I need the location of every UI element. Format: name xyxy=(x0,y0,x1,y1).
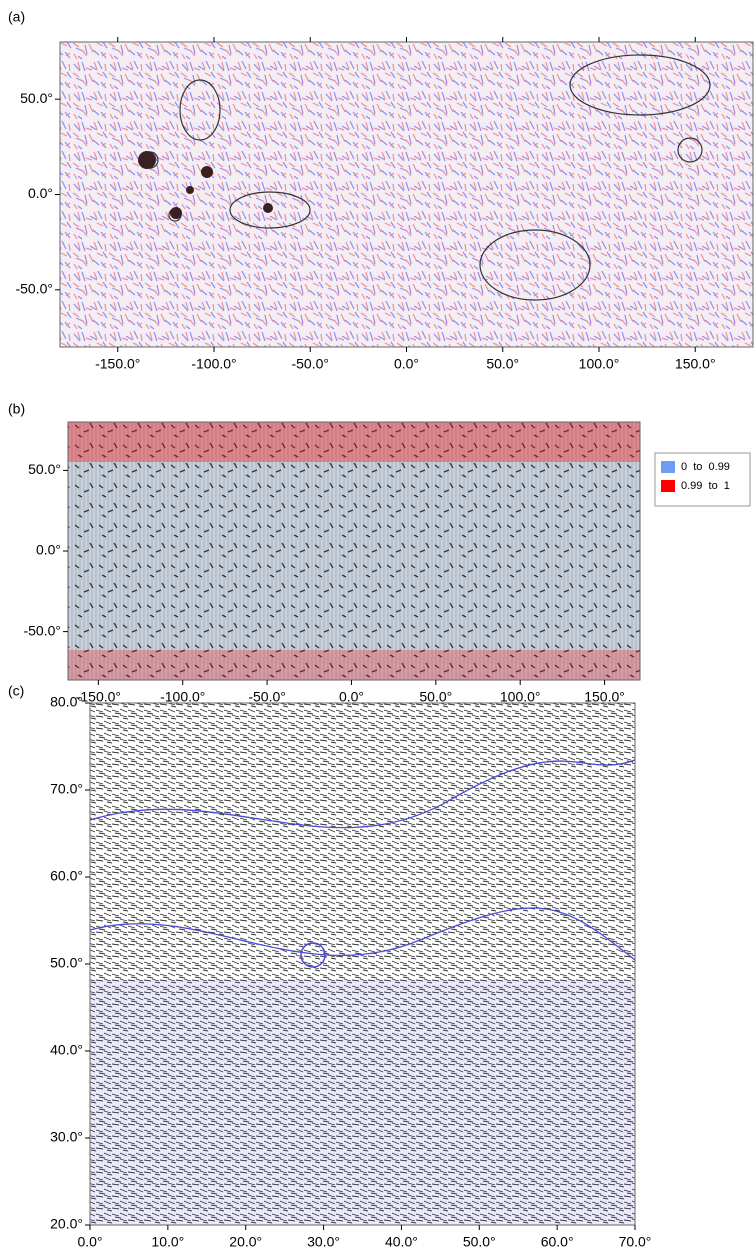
legend-swatch xyxy=(661,461,675,473)
legend-label: 0.99 to 1 xyxy=(681,480,730,492)
x-tick-label: -100.0° xyxy=(160,689,205,705)
y-tick-label: 70.0° xyxy=(50,781,83,797)
contour xyxy=(677,137,703,163)
red-overlay xyxy=(68,650,640,680)
contour xyxy=(300,942,326,968)
y-tick-label: 50.0° xyxy=(20,90,53,106)
x-tick-label: -50.0° xyxy=(248,689,286,705)
x-tick-label: 70.0° xyxy=(619,1234,652,1250)
contour xyxy=(229,191,311,229)
volcano xyxy=(201,166,213,178)
panel-label: (c) xyxy=(8,683,24,699)
x-tick-label: 50.0° xyxy=(486,356,519,372)
y-tick-label: 50.0° xyxy=(28,461,61,477)
contour-region xyxy=(90,980,635,1225)
x-tick-label: 0.0° xyxy=(77,1234,102,1250)
x-tick-label: -50.0° xyxy=(291,356,329,372)
volcano xyxy=(186,186,194,194)
x-tick-label: 20.0° xyxy=(229,1234,262,1250)
contour xyxy=(179,79,221,141)
y-tick-label: -50.0° xyxy=(15,281,53,297)
y-tick-label: 0.0° xyxy=(28,185,53,201)
x-tick-label: 50.0° xyxy=(463,1234,496,1250)
x-tick-label: 150.0° xyxy=(584,689,625,705)
x-tick-label: 50.0° xyxy=(419,689,452,705)
y-tick-label: 30.0° xyxy=(50,1129,83,1145)
x-tick-label: 150.0° xyxy=(675,356,716,372)
map-field xyxy=(90,703,635,1225)
legend-label: 0 to 0.99 xyxy=(681,461,730,473)
legend-swatch xyxy=(661,480,675,492)
x-tick-label: 10.0° xyxy=(151,1234,184,1250)
contour xyxy=(569,54,711,116)
x-tick-label: 40.0° xyxy=(385,1234,418,1250)
contour xyxy=(89,759,636,829)
volcano xyxy=(263,203,273,213)
panel-label: (b) xyxy=(8,401,25,417)
x-tick-label: 60.0° xyxy=(541,1234,574,1250)
x-tick-label: -150.0° xyxy=(76,689,121,705)
y-tick-label: 60.0° xyxy=(50,868,83,884)
map-field xyxy=(68,422,640,680)
contour xyxy=(479,229,591,301)
x-tick-label: 100.0° xyxy=(500,689,541,705)
x-tick-label: 0.0° xyxy=(394,356,419,372)
y-tick-label: 20.0° xyxy=(50,1216,83,1232)
x-tick-label: 0.0° xyxy=(339,689,364,705)
map-field xyxy=(60,42,753,347)
y-tick-label: 50.0° xyxy=(50,955,83,971)
x-tick-label: -150.0° xyxy=(95,356,140,372)
y-tick-label: 40.0° xyxy=(50,1042,83,1058)
panel-label: (a) xyxy=(8,9,25,25)
y-tick-label: -50.0° xyxy=(23,622,61,638)
volcano xyxy=(170,207,182,219)
y-tick-label: 80.0° xyxy=(50,694,83,710)
y-tick-label: 0.0° xyxy=(36,542,61,558)
x-tick-label: -100.0° xyxy=(191,356,236,372)
contour xyxy=(89,907,636,961)
x-tick-label: 30.0° xyxy=(307,1234,340,1250)
x-tick-label: 100.0° xyxy=(579,356,620,372)
volcano xyxy=(138,151,156,169)
red-overlay xyxy=(68,422,640,462)
